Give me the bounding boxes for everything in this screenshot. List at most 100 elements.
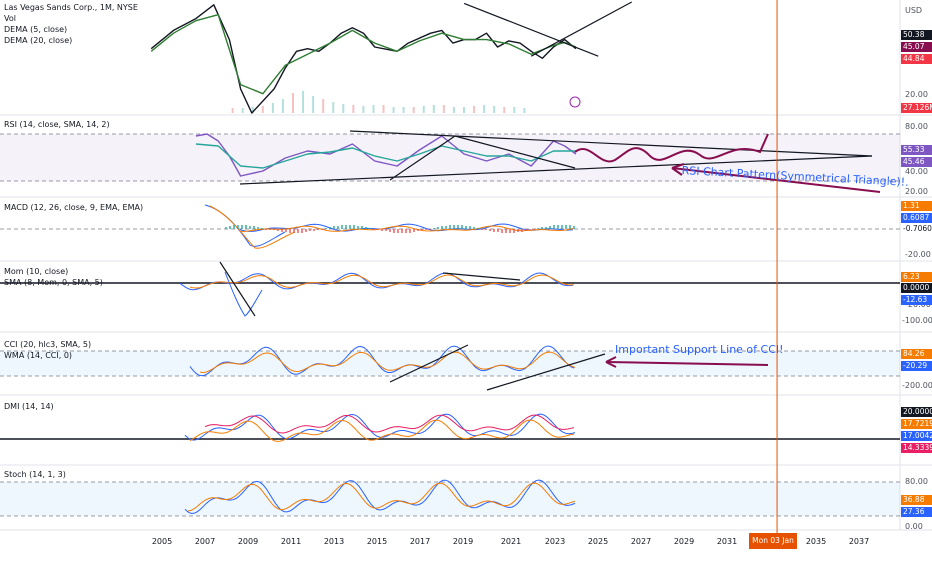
macd-label[interactable]: MACD (12, 26, close, 9, EMA, EMA) [4,203,144,212]
macd-histogram-bar [321,229,323,230]
symbol-title[interactable]: Las Vegas Sands Corp., 1M, NYSE [4,3,138,12]
dema20-label[interactable]: DEMA (20, close) [4,36,73,45]
macd-histogram-bar [237,225,239,229]
mom-label[interactable]: Mom (10, close) [4,267,69,276]
macd-histogram-bar [413,229,415,232]
price-trendline [463,2,599,57]
cci-arrow [605,361,769,366]
x-tick-2023: 2023 [544,537,566,546]
macd-histogram-bar [293,229,295,233]
rsi-tick-80: 80.00 [905,122,928,131]
macd-histogram-bar [301,229,303,233]
cci-annotation: Important Support Line of CCI! [615,343,784,356]
cci-label[interactable]: CCI (20, hlc3, SMA, 5) [4,340,92,349]
macd-histogram-bar [305,229,307,232]
cci-wma-label[interactable]: WMA (14, CCI, 0) [4,351,73,360]
stoch-band [0,482,900,516]
x-tick-2037: 2037 [848,537,870,546]
volume-label[interactable]: Vol [4,14,16,23]
macd-histogram-bar [545,227,547,229]
macd-histogram-bar [505,229,507,233]
volume-bar [281,99,284,113]
macd-histogram-bar [401,229,403,233]
x-tick-2005: 2005 [151,537,173,546]
stoch-label[interactable]: Stoch (14, 1, 3) [4,470,66,479]
dmi-tag-1: 20.0000 [901,407,932,417]
volume-bar [392,107,395,113]
macd-histogram-bar [245,225,247,229]
macd-histogram-bar [389,229,391,232]
volume-bar [513,107,516,113]
price-tag-dema20: 44.84 [901,54,932,64]
volume-bar [322,99,325,113]
cci-tag-1: 84.26 [901,349,932,359]
dema5-label[interactable]: DEMA (5, close) [4,25,68,34]
macd-histogram-bar [385,229,387,231]
volume-bar [503,107,506,113]
price-line [150,4,577,114]
macd-histogram-bar [561,225,563,229]
macd-histogram-bar [437,227,439,229]
macd-histogram-bar [541,227,543,229]
rsi-label[interactable]: RSI (14, close, SMA, 14, 2) [4,120,110,129]
rsi-support-trendline [239,155,873,185]
stoch-tick-0: 0.00 [905,522,923,531]
macd-histogram-bar [277,229,279,231]
macd-histogram-bar [297,229,299,233]
macd-histogram-bar [497,229,499,232]
macd-histogram-bar [285,229,287,232]
rsi-resistance-trendline [349,130,873,157]
macd-histogram-bar [469,226,471,229]
macd-histogram-bar [249,226,251,229]
macd-histogram-bar [501,229,503,233]
macd-histogram-bar [421,229,423,230]
volume-bar [251,107,254,113]
stoch-tag-2: 27.36 [901,507,932,517]
macd-histogram-bar [433,228,435,229]
macd-histogram-bar [533,229,535,230]
stoch-tag-1: 36.88 [901,495,932,505]
macd-histogram-bar [257,227,259,229]
macd-histogram-bar [269,229,271,230]
stoch-d-line [187,482,576,512]
mom-sma-label[interactable]: SMA (8, Mom, 0, SMA, 5) [4,278,103,287]
macd-histogram-bar [529,229,531,230]
rsi-projection-wave [574,133,769,163]
macd-histogram-bar [553,225,555,229]
macd-histogram-bar [345,225,347,229]
macd-histogram-bar [481,229,483,230]
x-tick-2021: 2021 [500,537,522,546]
macd-histogram-bar [289,229,291,233]
volume-bar [432,105,435,113]
volume-bar [412,107,415,113]
x-tick-2027: 2027 [630,537,652,546]
dmi-tag-3: 17.0042 [901,431,932,441]
dmi-tag-2: 17.7219 [901,419,932,429]
cci-wma-line [199,351,576,374]
volume-bar [362,106,365,113]
macd-histogram-bar [557,225,559,229]
macd-histogram-bar [509,229,511,233]
macd-histogram-bar [493,229,495,232]
volume-bar [523,108,526,113]
rsi-trendline [454,135,576,169]
macd-histogram-bar [453,225,455,229]
dmi-label[interactable]: DMI (14, 14) [4,402,54,411]
dmi-plus-line [184,413,576,441]
macd-histogram-bar [373,229,375,230]
dema-line [150,13,577,95]
macd-histogram-bar [429,229,431,230]
macd-histogram-bar [573,226,575,229]
price-tick-20: 20.00 [905,90,928,99]
lightning-icon [569,96,581,108]
date-marker-badge[interactable]: Mon 03 Jan '33 [749,533,797,561]
volume-bar [402,107,405,113]
macd-histogram-bar [449,225,451,229]
volume-bar [231,108,234,113]
volume-bar [302,91,305,113]
mom-trendline [442,272,521,281]
volume-bar [342,104,345,113]
volume-bar [312,96,315,113]
volume-bar [372,105,375,113]
x-tick-2013: 2013 [323,537,345,546]
